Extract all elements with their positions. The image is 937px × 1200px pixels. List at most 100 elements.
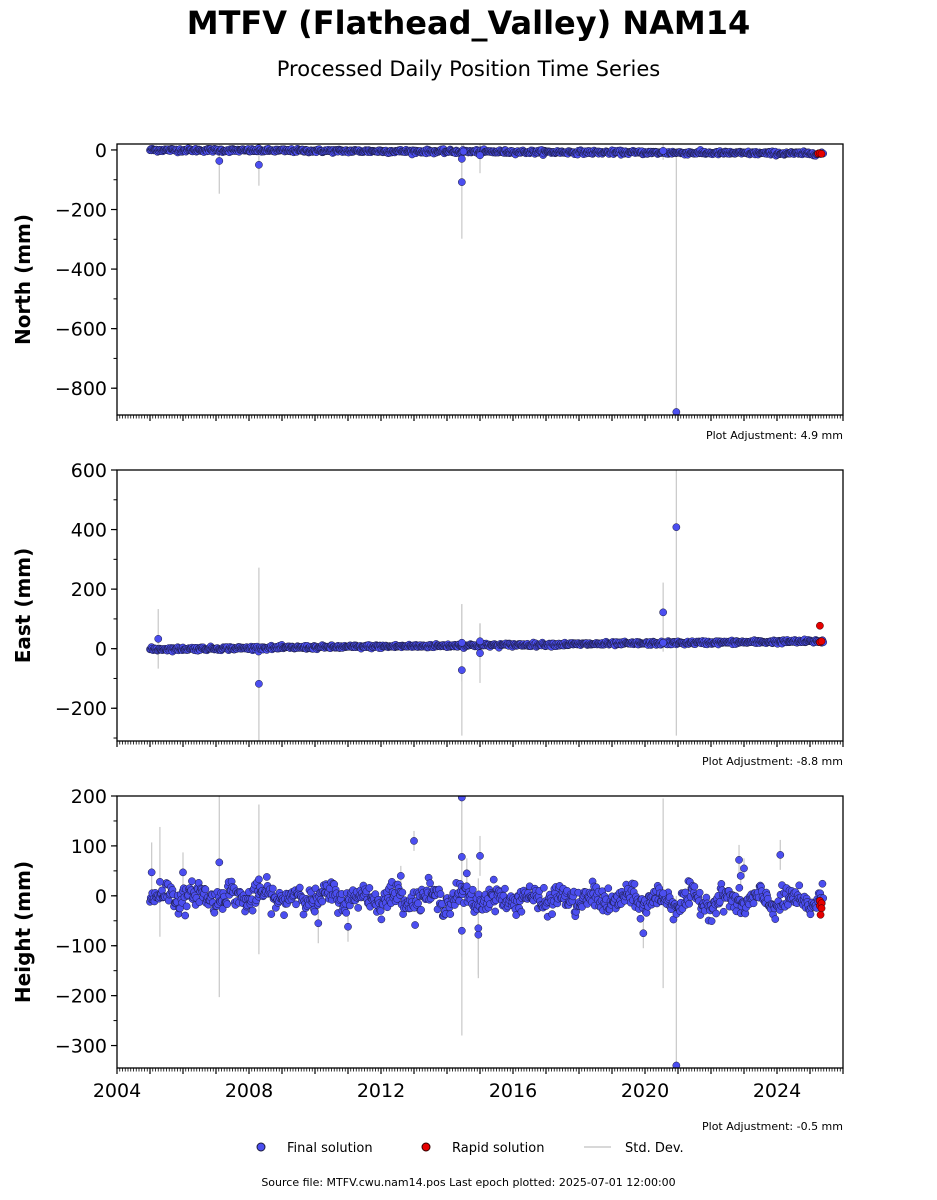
y-tick-label: 200 <box>71 786 107 808</box>
final-point <box>501 884 509 893</box>
plot-area-north <box>146 144 828 415</box>
final-point <box>735 856 743 864</box>
final-point <box>411 921 419 929</box>
axes-frame-east <box>116 469 844 742</box>
y-axis-label: North (mm) <box>11 214 35 345</box>
final-point <box>636 914 645 923</box>
final-point <box>795 881 804 890</box>
final-point <box>491 907 500 916</box>
plot-adjustment-note: Plot Adjustment: 4.9 mm <box>706 429 843 442</box>
final-point <box>365 884 374 892</box>
final-point <box>182 902 191 911</box>
final-point <box>476 637 484 646</box>
x-tick-label: 2016 <box>489 1080 537 1102</box>
final-point <box>398 888 407 897</box>
final-point <box>377 915 386 924</box>
final-point <box>262 873 271 881</box>
final-point <box>156 877 164 886</box>
final-point <box>489 875 498 884</box>
rapid-point <box>816 621 824 630</box>
final-point <box>630 880 639 888</box>
final-point <box>548 910 556 918</box>
final-point <box>201 885 210 894</box>
final-point <box>776 851 785 859</box>
legend-stddev-label: Std. Dev. <box>625 1141 684 1156</box>
x-tick-label: 2024 <box>753 1080 801 1102</box>
y-tick-label: −800 <box>55 378 107 400</box>
legend-final-marker <box>256 1142 266 1152</box>
final-point <box>716 898 724 906</box>
plot-area-east <box>146 470 828 741</box>
final-point <box>248 906 257 915</box>
y-tick-label: −200 <box>55 986 107 1008</box>
x-tick-label: 2008 <box>225 1080 273 1102</box>
final-point <box>474 924 483 933</box>
final-point <box>476 852 484 860</box>
final-point <box>719 907 728 916</box>
y-tick-label: 100 <box>71 836 107 858</box>
final-point <box>299 910 308 919</box>
final-point <box>476 649 484 657</box>
final-point <box>223 900 231 908</box>
final-point <box>659 146 668 155</box>
final-point <box>771 915 780 923</box>
rapid-point <box>816 910 825 919</box>
legend-rapid-label: Rapid solution <box>452 1141 544 1156</box>
panel-east: 600 400 200 0 −200 East (mm) Plot Adjustment: … <box>11 460 844 768</box>
final-point <box>280 911 288 919</box>
rapid-point <box>817 904 826 913</box>
final-point <box>458 796 466 802</box>
final-point <box>672 1061 681 1068</box>
plot-area-height <box>146 796 828 1068</box>
final-point <box>659 608 668 617</box>
final-point <box>458 926 466 935</box>
legend-final-label: Final solution <box>287 1141 373 1156</box>
x-tick-label: 2012 <box>357 1080 405 1102</box>
final-point <box>314 919 323 928</box>
chart-title: MTFV (Flathead_Valley) NAM14 <box>186 4 751 42</box>
final-point <box>295 883 304 892</box>
final-point <box>446 910 455 918</box>
final-point <box>342 908 351 917</box>
final-point <box>354 904 363 912</box>
final-point <box>458 155 466 163</box>
final-point <box>639 929 648 938</box>
source-footer: Source file: MTFV.cwu.nam14.pos Last epo… <box>261 1176 676 1189</box>
final-point <box>749 899 758 908</box>
final-point <box>690 882 699 891</box>
final-point <box>458 178 466 186</box>
final-point <box>318 897 327 906</box>
panel-north: 0 −200 −400 −600 −800 North (mm) Plot Adjustme… <box>11 140 844 442</box>
final-point <box>806 910 815 919</box>
rapid-point <box>817 637 826 646</box>
final-point <box>712 909 720 918</box>
final-point <box>292 900 300 909</box>
plot-adjustment-note: Plot Adjustment: -8.8 mm <box>702 755 843 768</box>
final-point <box>468 885 477 894</box>
final-point <box>695 888 704 897</box>
final-point <box>210 908 219 917</box>
final-point <box>818 879 827 888</box>
final-point <box>396 872 405 880</box>
final-point <box>459 147 468 156</box>
final-point <box>672 408 681 415</box>
y-tick-label: 400 <box>71 520 107 542</box>
final-point <box>376 907 385 915</box>
final-point <box>417 905 425 914</box>
final-point <box>458 638 466 647</box>
final-point <box>735 883 744 892</box>
final-point <box>736 872 745 880</box>
legend-rapid-marker <box>421 1142 431 1152</box>
x-tick-label: 2020 <box>621 1080 669 1102</box>
final-point <box>462 869 471 878</box>
final-point <box>255 160 263 169</box>
final-point <box>672 523 681 532</box>
legend: Final solution Rapid solution Std. Dev. <box>256 1141 684 1156</box>
y-tick-label: 200 <box>71 579 107 601</box>
final-point <box>659 638 668 647</box>
final-point <box>344 922 352 931</box>
final-point <box>426 879 434 888</box>
x-tick-label: 2004 <box>93 1080 141 1102</box>
final-point <box>707 917 716 925</box>
final-point <box>267 910 276 918</box>
